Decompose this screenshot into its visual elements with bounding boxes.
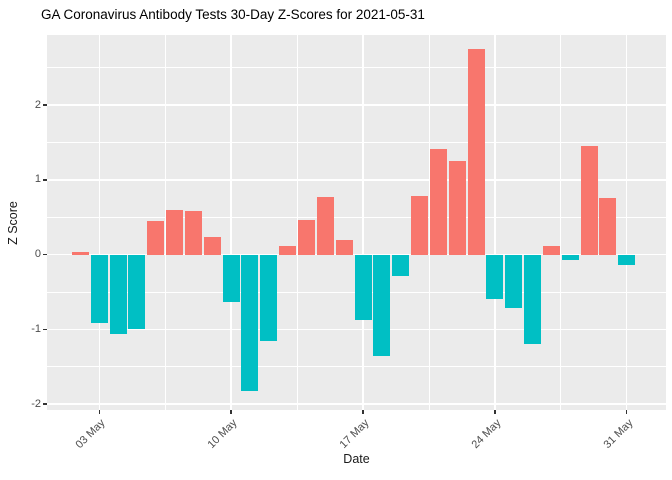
y-tick-label: -1 — [31, 322, 41, 335]
x-tick-mark — [98, 410, 101, 414]
gridline-y-minor — [47, 216, 666, 218]
plot-panel — [47, 35, 666, 410]
gridline-x-major — [98, 35, 101, 410]
gridline-x-minor — [428, 35, 430, 410]
x-tick-mark — [494, 410, 496, 414]
gridline-y-minor — [47, 142, 666, 144]
gridline-x-major — [230, 35, 232, 410]
bar-positive — [166, 209, 184, 255]
bar-positive — [467, 49, 485, 255]
gridline-x-major — [362, 35, 364, 410]
gridline-x-minor — [560, 35, 562, 410]
chart-title: GA Coronavirus Antibody Tests 30-Day Z-S… — [41, 7, 425, 22]
bar-positive — [147, 221, 165, 255]
bar-positive — [279, 246, 297, 255]
bar-negative — [524, 254, 542, 345]
bar-negative — [260, 254, 278, 341]
bar-positive — [203, 237, 221, 255]
bar-negative — [354, 254, 372, 320]
gridline-y-minor — [47, 366, 666, 368]
y-tick-mark — [43, 253, 47, 256]
bar-negative — [392, 254, 410, 277]
gridline-y-minor — [47, 67, 666, 69]
bar-negative — [561, 254, 579, 260]
y-tick-label: 2 — [34, 98, 41, 111]
y-tick-mark — [43, 403, 47, 405]
y-tick-mark — [43, 104, 47, 106]
gridline-y-major — [47, 328, 666, 331]
bar-negative — [128, 254, 146, 330]
bar-positive — [580, 146, 598, 255]
x-tick-mark — [230, 410, 232, 414]
y-tick-label: 0 — [34, 248, 41, 261]
x-tick-mark — [625, 410, 628, 414]
bar-positive — [335, 239, 353, 255]
bar-positive — [184, 210, 202, 255]
bar-positive — [448, 161, 466, 255]
bar-negative — [241, 254, 259, 391]
bar-positive — [411, 196, 428, 255]
x-tick-mark — [362, 410, 364, 414]
y-tick-label: -2 — [31, 397, 41, 410]
gridline-x-major — [625, 35, 628, 410]
y-tick-mark — [43, 328, 47, 331]
bar-negative — [373, 254, 391, 357]
bar-positive — [599, 197, 617, 255]
bar-positive — [316, 197, 334, 255]
bar-negative — [505, 254, 523, 309]
bar-positive — [71, 251, 89, 255]
bar-positive — [297, 220, 315, 255]
bar-negative — [486, 254, 504, 300]
gridline-x-minor — [164, 35, 166, 410]
bar-negative — [618, 254, 636, 266]
x-axis-title: Date — [343, 452, 370, 466]
bar-positive — [429, 149, 447, 255]
y-tick-label: 1 — [34, 173, 41, 186]
gridline-y-major — [47, 179, 666, 181]
gridline-x-major — [494, 35, 496, 410]
gridline-x-minor — [296, 35, 298, 410]
y-tick-mark — [43, 179, 47, 181]
bar-positive — [542, 246, 560, 255]
bar-negative — [222, 254, 240, 303]
bar-negative — [109, 254, 127, 334]
gridline-y-major — [47, 104, 666, 106]
gridline-y-major — [47, 403, 666, 405]
bar-negative — [90, 254, 108, 323]
